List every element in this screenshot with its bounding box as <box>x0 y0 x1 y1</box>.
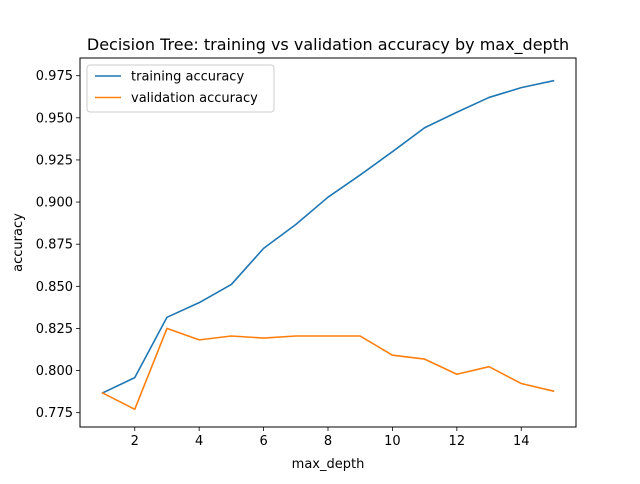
y-axis-label: accuracy <box>11 213 26 272</box>
legend-label-1: validation accuracy <box>131 91 258 106</box>
y-tick-label: 0.875 <box>36 238 73 253</box>
y-tick-label: 0.975 <box>36 69 73 84</box>
x-tick-label: 10 <box>384 434 401 449</box>
x-axis-label: max_depth <box>292 457 365 472</box>
series-line-0 <box>101 79 555 395</box>
x-tick-label: 12 <box>449 434 466 449</box>
y-tick-label: 0.775 <box>36 406 73 421</box>
y-tick-label: 0.825 <box>36 322 73 337</box>
y-tick-label: 0.800 <box>36 364 73 379</box>
x-tick-label: 6 <box>259 434 267 449</box>
x-tick-label: 14 <box>513 434 530 449</box>
legend: training accuracy validation accuracy <box>86 64 275 113</box>
y-tick-label: 0.900 <box>36 196 73 211</box>
y-axis: 0.775 0.800 0.825 0.850 0.875 0.900 0.925 0.950… <box>36 69 80 421</box>
chart-title: Decision Tree: training vs validation ac… <box>87 35 569 55</box>
series-layer <box>101 79 555 411</box>
x-tick-label: 2 <box>131 434 139 449</box>
x-axis: 2 4 6 8 10 12 14 <box>131 427 530 449</box>
y-tick-label: 0.925 <box>36 153 73 168</box>
y-tick-label: 0.950 <box>36 111 73 126</box>
x-tick-label: 4 <box>195 434 203 449</box>
series-line-1 <box>101 327 555 411</box>
legend-box <box>86 64 275 113</box>
legend-label-0: training accuracy <box>131 70 244 85</box>
y-tick-label: 0.850 <box>36 280 73 295</box>
x-tick-label: 8 <box>324 434 332 449</box>
